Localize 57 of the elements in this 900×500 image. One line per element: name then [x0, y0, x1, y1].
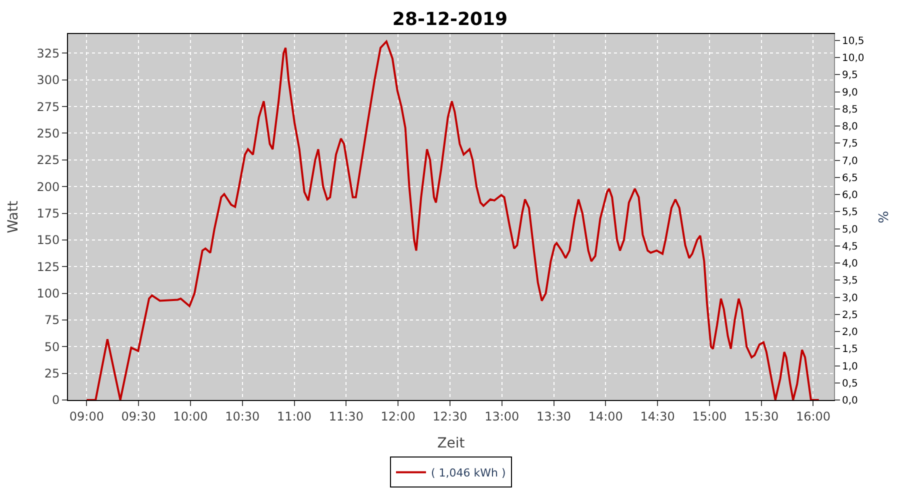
x-tick-label: 12:30 — [432, 409, 468, 424]
y2-tick-label: 7,0 — [842, 156, 858, 167]
y2-tick-label: 10,0 — [842, 53, 864, 64]
y-tick-label: 325 — [36, 46, 60, 60]
y-tick-label: 0 — [52, 393, 60, 408]
legend-label: ( 1,046 kWh ) — [431, 466, 506, 480]
y2-tick-label: 2,0 — [842, 327, 858, 338]
y-tick-label: 150 — [36, 233, 60, 248]
y-tick-label: 300 — [36, 73, 60, 88]
y2-tick-label: 1,0 — [842, 361, 858, 372]
y2-tick-label: 5,0 — [842, 224, 858, 236]
line-series — [86, 40, 820, 400]
y-tick-label: 200 — [36, 180, 60, 194]
x-tick-label: 14:30 — [640, 409, 675, 424]
x-tick-label: 13:00 — [484, 409, 520, 424]
y2-tick-label: 5,5 — [842, 207, 858, 218]
x-tick-label: 15:00 — [692, 409, 727, 424]
x-tick-label: 11:30 — [328, 409, 364, 424]
y2-axis-title: % — [876, 210, 892, 224]
y2-tick-label: 10,5 — [842, 36, 864, 48]
y-tick-label: 125 — [36, 260, 60, 274]
x-tick-label: 13:30 — [536, 409, 572, 424]
y-tick-label: 100 — [36, 286, 60, 300]
y2-tick-label: 7,5 — [842, 138, 858, 150]
y2-tick-label: 2,5 — [842, 310, 858, 321]
y2-tick-label: 3,5 — [842, 276, 858, 287]
y-tick-label: 50 — [44, 340, 60, 354]
y2-tick-label: 8,0 — [842, 122, 858, 133]
y-tick-label: 25 — [44, 366, 60, 381]
y-tick-label: 225 — [36, 153, 60, 168]
y2-tick-label: 0,5 — [842, 378, 858, 390]
x-tick-label: 09:00 — [69, 409, 104, 424]
x-tick-label: 16:00 — [796, 409, 831, 424]
y-tick-label: 275 — [36, 100, 60, 114]
x-tick-label: 10:00 — [173, 409, 208, 424]
x-tick-label: 11:00 — [276, 409, 312, 424]
y2-tick-label: 1,5 — [842, 344, 858, 356]
y2-tick-label: 4,5 — [842, 241, 858, 252]
x-tick-label: 15:30 — [744, 409, 779, 424]
y2-tick-label: 9,5 — [842, 70, 858, 82]
y-tick-label: 175 — [36, 206, 60, 220]
y-axis-title: Watt — [5, 200, 22, 234]
x-tick-label: 10:30 — [225, 409, 260, 424]
y2-tick-label: 6,0 — [842, 190, 858, 202]
y2-tick-label: 4,0 — [842, 258, 858, 270]
x-axis-title: Zeit — [437, 436, 466, 452]
y2-tick-label: 8,5 — [842, 104, 858, 116]
y2-tick-label: 6,5 — [842, 172, 858, 184]
y2-tick-label: 3,0 — [842, 292, 858, 304]
y-tick-label: 250 — [36, 126, 60, 140]
x-tick-label: 12:00 — [380, 409, 416, 424]
x-tick-label: 09:30 — [121, 409, 156, 424]
chart-title: 28-12-2019 — [392, 9, 508, 30]
y-tick-label: 75 — [44, 313, 60, 328]
y2-tick-label: 9,0 — [842, 87, 858, 98]
x-tick-label: 14:00 — [588, 409, 623, 424]
y2-tick-label: 0,0 — [842, 396, 858, 406]
